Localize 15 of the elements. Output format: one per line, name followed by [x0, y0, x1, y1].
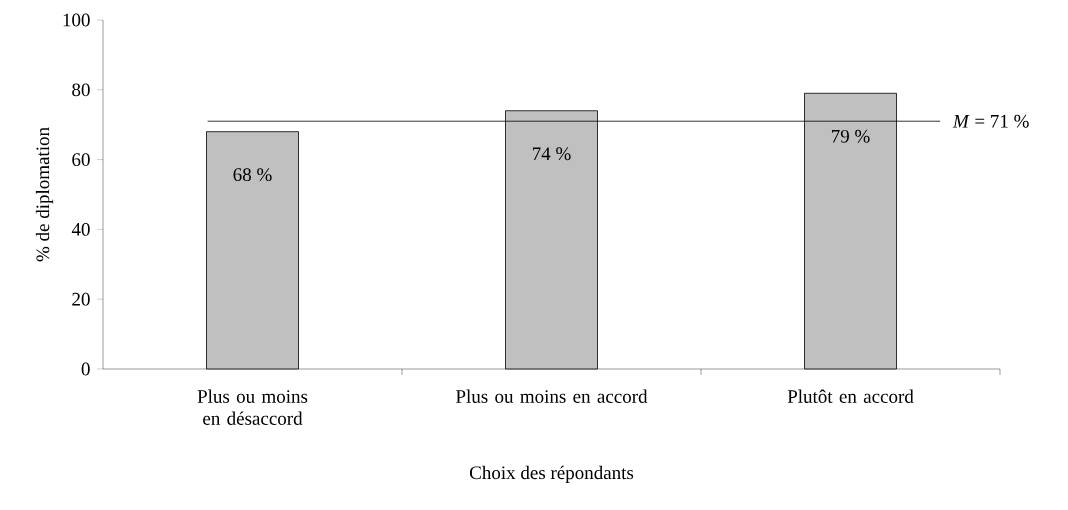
- y-tick-label: 20: [72, 292, 90, 306]
- y-tick-label: 60: [72, 153, 90, 167]
- x-tick-label: Plus ou moins en désaccord: [197, 389, 308, 425]
- x-axis-title: Choix des répondants: [469, 465, 634, 484]
- y-axis-title: % de diplomation: [35, 127, 54, 262]
- y-tick-label: 100: [63, 13, 90, 27]
- y-tick-label: 80: [72, 83, 90, 97]
- data-label: 79 %: [831, 129, 870, 143]
- ref-line-label: M = 71 %: [952, 114, 1029, 128]
- x-tick-label: Plus ou moins en accord: [456, 389, 648, 403]
- data-label: 68 %: [233, 168, 272, 182]
- y-tick-label: 40: [71, 222, 90, 236]
- data-label: 74 %: [532, 147, 571, 161]
- y-tick-label: 0: [81, 362, 90, 376]
- x-tick-label: Plutôt en accord: [787, 389, 914, 403]
